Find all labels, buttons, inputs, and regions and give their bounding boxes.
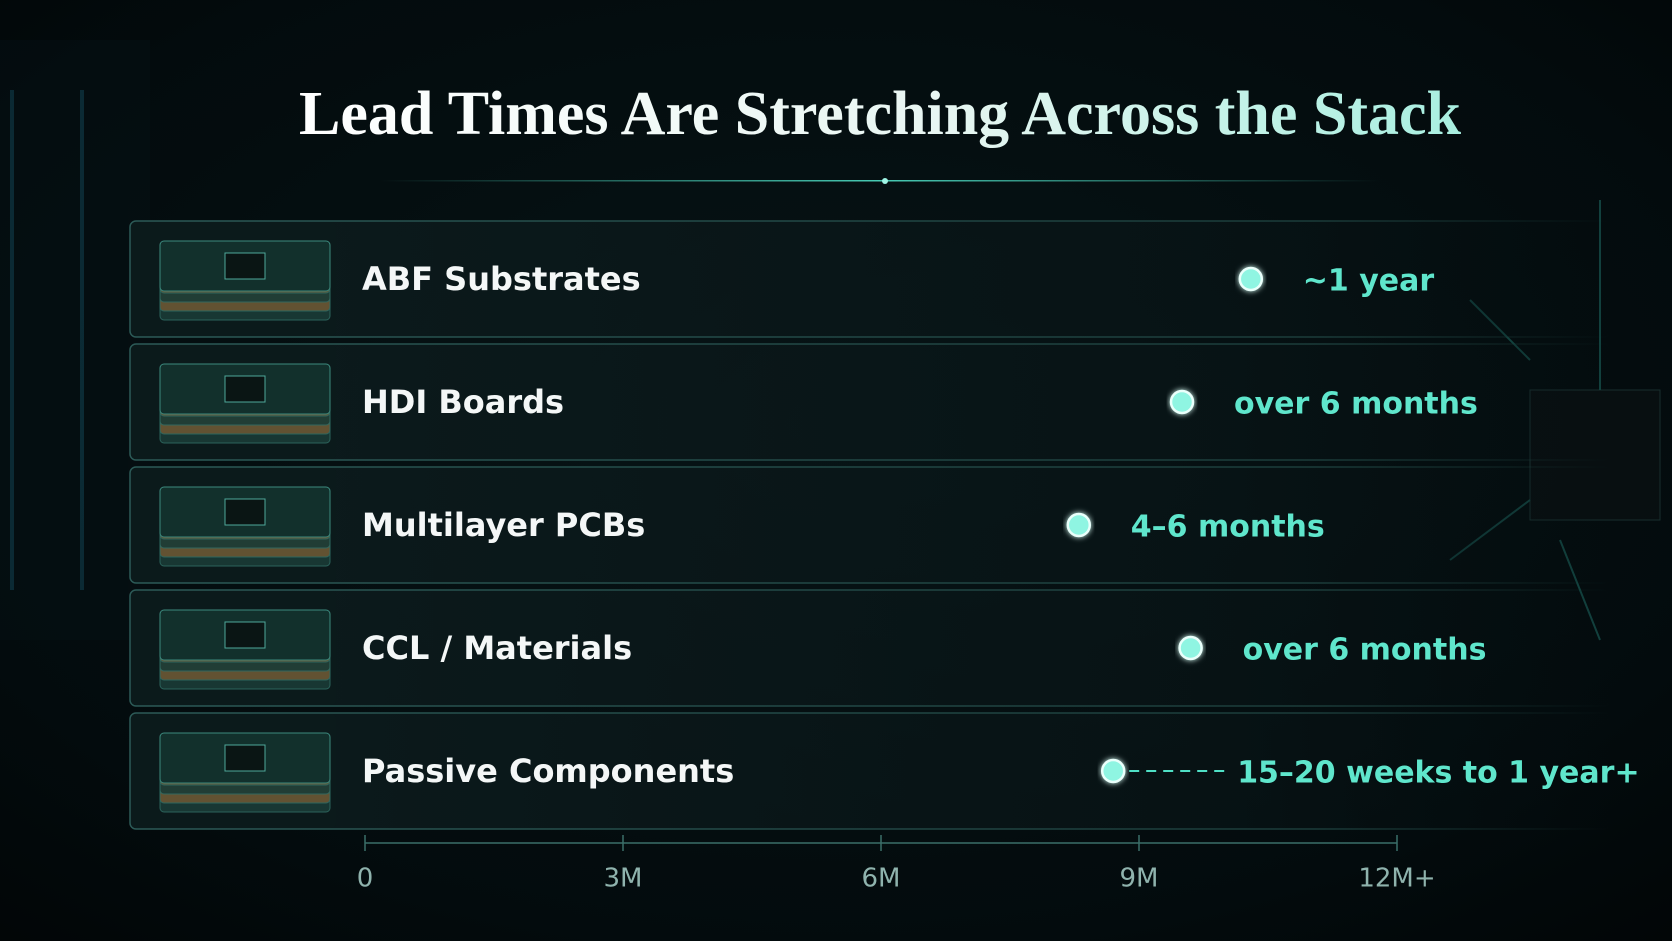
- lead-time-label: 4–6 months: [1131, 510, 1325, 545]
- row-icon: [159, 732, 331, 813]
- icon-chip: [224, 498, 266, 526]
- row-icon: [159, 363, 331, 444]
- lead-time-label: over 6 months: [1234, 387, 1478, 422]
- lollipop-dot: [1066, 512, 1092, 538]
- category-label: ABF Substrates: [362, 260, 641, 298]
- lollipop-dot: [1238, 266, 1264, 292]
- separator-dot: [882, 178, 888, 184]
- icon-chip: [224, 375, 266, 403]
- title-separator: [380, 180, 1380, 182]
- lead-time-label: over 6 months: [1243, 633, 1487, 668]
- x-tick-label: 3M: [604, 864, 643, 894]
- x-tick-label: 9M: [1120, 864, 1159, 894]
- x-tick-label: 0: [357, 864, 374, 894]
- x-tick-label: 12M+: [1358, 864, 1435, 894]
- chart-title: Lead Times Are Stretching Across the Sta…: [299, 80, 1461, 148]
- server-rack-decor: [0, 40, 150, 640]
- icon-chip: [224, 621, 266, 649]
- x-tick-label: 6M: [862, 864, 901, 894]
- lollipop-dot: [1100, 758, 1126, 784]
- category-label: HDI Boards: [362, 383, 564, 421]
- row-icon: [159, 486, 331, 567]
- row-icon: [159, 240, 331, 321]
- lead-time-label: ~1 year: [1303, 264, 1435, 299]
- lollipop-dot: [1169, 389, 1195, 415]
- lollipop-dot: [1178, 635, 1203, 661]
- icon-chip: [224, 744, 266, 772]
- row-icon: [159, 609, 331, 690]
- category-label: CCL / Materials: [362, 629, 632, 667]
- category-label: Multilayer PCBs: [362, 506, 645, 544]
- icon-chip: [224, 252, 266, 280]
- lead-time-label: 15–20 weeks to 1 year+: [1237, 756, 1639, 791]
